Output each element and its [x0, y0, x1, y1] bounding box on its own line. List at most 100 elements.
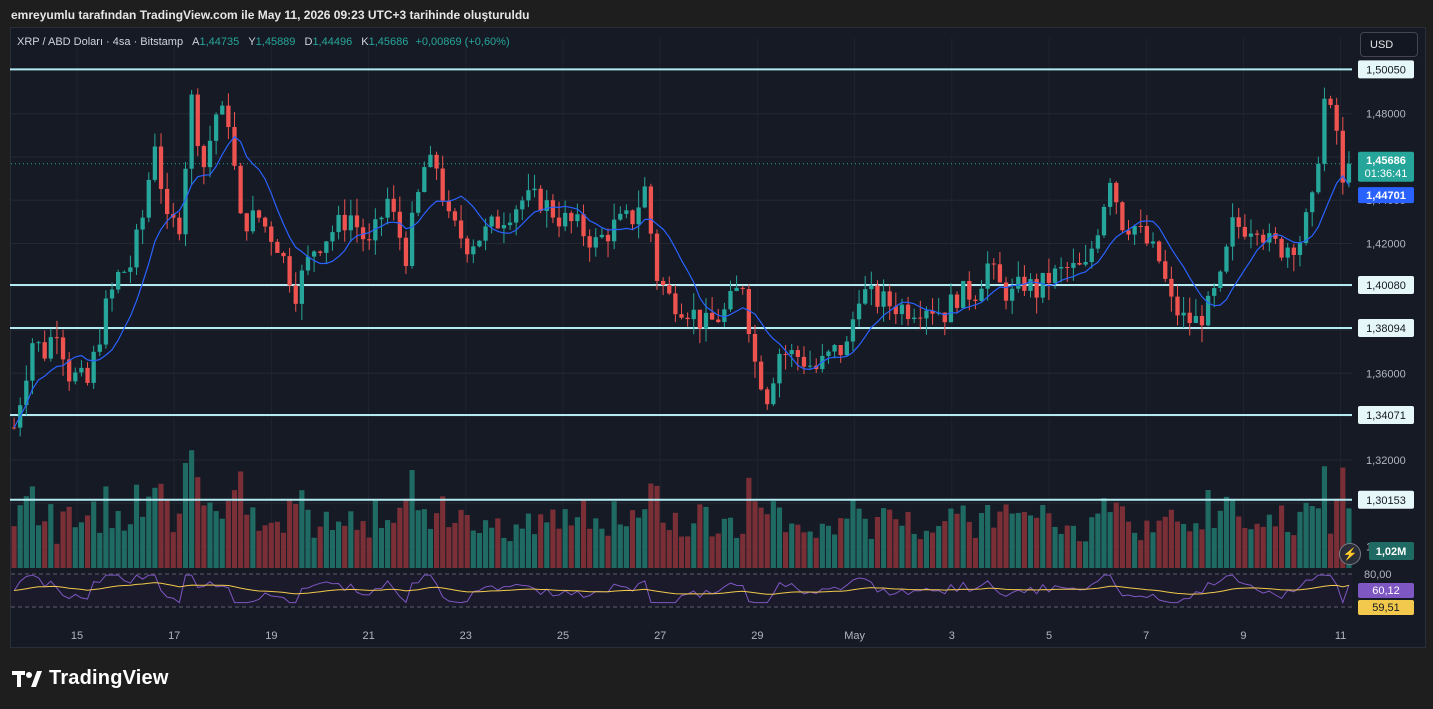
candle[interactable] [318, 251, 323, 253]
candle[interactable] [642, 186, 647, 208]
candle[interactable] [379, 217, 384, 220]
candle[interactable] [918, 317, 923, 319]
candle[interactable] [654, 233, 660, 281]
candle[interactable] [783, 353, 788, 355]
candle[interactable] [42, 342, 47, 359]
candle[interactable] [1181, 312, 1186, 316]
candle[interactable] [183, 168, 188, 235]
candle[interactable] [189, 94, 194, 169]
candle[interactable] [238, 165, 243, 214]
candle[interactable] [709, 312, 715, 320]
candle[interactable] [1328, 98, 1333, 105]
candle[interactable] [942, 312, 947, 323]
candle[interactable] [746, 289, 751, 334]
candle[interactable] [1236, 217, 1241, 227]
candle[interactable] [146, 179, 151, 218]
candle[interactable] [1016, 276, 1021, 289]
candle[interactable] [330, 232, 335, 242]
candle[interactable] [838, 344, 843, 356]
candle[interactable] [232, 127, 237, 166]
candle[interactable] [477, 240, 482, 247]
candle[interactable] [587, 236, 592, 248]
candle[interactable] [630, 210, 635, 225]
candle[interactable] [740, 287, 745, 290]
candle[interactable] [269, 226, 274, 242]
candle[interactable] [514, 209, 519, 223]
candle[interactable] [79, 367, 84, 373]
candle[interactable] [422, 167, 427, 193]
candle[interactable] [140, 217, 145, 230]
candle[interactable] [807, 365, 813, 367]
candle[interactable] [1089, 248, 1094, 263]
candle[interactable] [391, 198, 396, 212]
candle[interactable] [1193, 316, 1198, 323]
candle[interactable] [569, 212, 574, 222]
candle[interactable] [703, 312, 709, 329]
candle[interactable] [771, 383, 776, 405]
candle[interactable] [262, 217, 268, 227]
candle[interactable] [961, 281, 966, 308]
candle[interactable] [1132, 225, 1137, 235]
candle[interactable] [593, 237, 598, 248]
candle[interactable] [67, 359, 72, 382]
candle[interactable] [1346, 163, 1352, 183]
candle[interactable] [305, 256, 311, 271]
candle[interactable] [728, 290, 733, 310]
candle[interactable] [397, 211, 402, 238]
candle[interactable] [789, 350, 794, 355]
candle[interactable] [213, 114, 219, 141]
candle[interactable] [452, 211, 458, 221]
candle[interactable] [495, 216, 500, 229]
candle[interactable] [985, 263, 990, 289]
candle[interactable] [973, 299, 978, 301]
candle[interactable] [1212, 288, 1217, 296]
candle[interactable] [801, 356, 807, 367]
candle[interactable] [930, 310, 935, 314]
candle[interactable] [428, 154, 433, 168]
candle[interactable] [856, 303, 862, 320]
candle[interactable] [532, 188, 537, 191]
candle[interactable] [152, 146, 158, 180]
candle[interactable] [863, 289, 868, 304]
candle[interactable] [440, 168, 445, 201]
candle[interactable] [177, 217, 182, 235]
candle[interactable] [1059, 267, 1064, 269]
candle[interactable] [30, 343, 35, 381]
candle[interactable] [201, 145, 207, 168]
candle[interactable] [1242, 226, 1247, 237]
candle[interactable] [881, 291, 886, 307]
candle[interactable] [667, 284, 672, 294]
candle[interactable] [458, 220, 464, 239]
candle[interactable] [36, 342, 41, 344]
candle[interactable] [1034, 279, 1039, 298]
candle[interactable] [1095, 235, 1101, 249]
candle[interactable] [275, 241, 280, 253]
candle[interactable] [526, 190, 531, 201]
candle[interactable] [342, 214, 347, 231]
candle[interactable] [1316, 163, 1321, 193]
candle[interactable] [281, 252, 286, 257]
candle[interactable] [899, 304, 905, 315]
candle[interactable] [875, 285, 880, 307]
candle[interactable] [367, 239, 372, 241]
candle[interactable] [1138, 225, 1143, 227]
candle[interactable] [1248, 233, 1254, 237]
candle[interactable] [1285, 247, 1290, 258]
candle[interactable] [1071, 262, 1076, 268]
candle[interactable] [581, 214, 586, 237]
candle[interactable] [1334, 104, 1339, 131]
candle[interactable] [128, 267, 133, 272]
candle[interactable] [1322, 98, 1327, 164]
candle[interactable] [716, 319, 721, 322]
candle[interactable] [520, 200, 525, 210]
candle[interactable] [171, 214, 176, 218]
candle[interactable] [697, 309, 703, 329]
candle[interactable] [777, 353, 782, 384]
candle[interactable] [869, 285, 874, 290]
candle[interactable] [403, 237, 409, 266]
chart-canvas[interactable]: 1,280001,300001,320001,340001,360001,380… [10, 27, 1426, 648]
candle[interactable] [556, 217, 562, 227]
candle[interactable] [324, 241, 329, 253]
candle[interactable] [1003, 282, 1009, 301]
candle[interactable] [550, 200, 556, 218]
